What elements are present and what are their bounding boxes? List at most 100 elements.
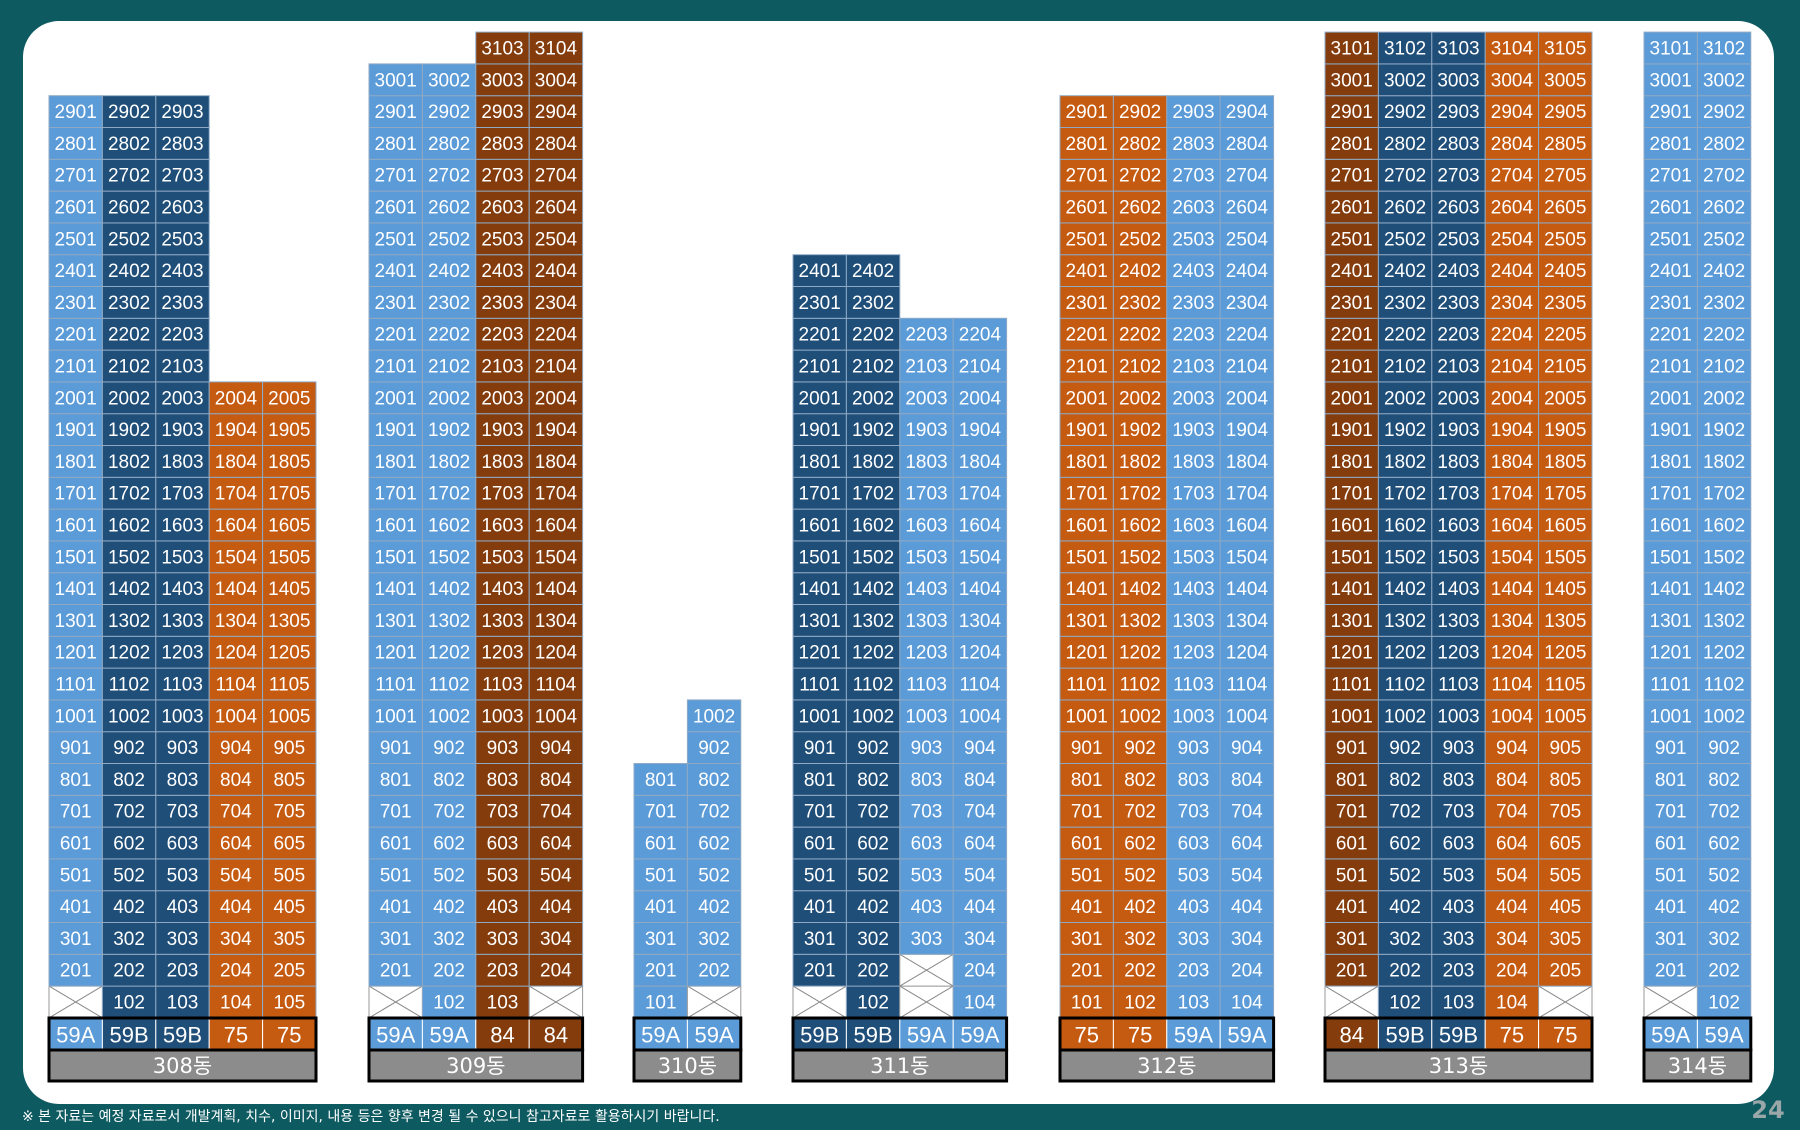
unit-cell: [1112, 540, 1168, 574]
unit-cell: [1112, 635, 1168, 669]
unit-cell: [528, 763, 584, 796]
unit-number: 901: [1655, 738, 1687, 759]
unit-number: 803: [167, 770, 199, 791]
building-plan: 201 301 401 501 601 701 801 901 1001 1101 1201 1301…: [47, 31, 1753, 1083]
unit-number: 304: [1496, 929, 1528, 950]
unit-number: 2303: [1437, 293, 1479, 314]
unit-cell: [1696, 190, 1752, 224]
unit-cell: [1219, 667, 1275, 701]
unit-cell: [1166, 699, 1221, 733]
unit-number: 903: [1443, 738, 1475, 759]
unit-number: 1302: [1119, 611, 1161, 632]
unit-number: 1401: [799, 579, 841, 600]
unit-cell: [155, 476, 210, 510]
unit-cell: [1219, 254, 1275, 287]
unit-cell: [1696, 540, 1752, 574]
unit-cell: [792, 540, 847, 574]
cross: [528, 985, 583, 1019]
unit-number: 2203: [1437, 325, 1479, 346]
unit-cell: [155, 190, 210, 224]
unit-number: 1305: [1544, 611, 1586, 632]
unit-number: 2301: [55, 293, 97, 314]
unit-number: 704: [1496, 802, 1528, 823]
unit-cell: [1166, 317, 1221, 351]
unit-cell: [475, 95, 530, 128]
unit-cell: [1324, 254, 1379, 287]
unit-number: 1703: [481, 484, 523, 505]
unit-number: 402: [433, 897, 465, 918]
unit-number: 503: [487, 865, 519, 886]
unit-number: 1701: [1331, 484, 1373, 505]
unit-number: 802: [1389, 770, 1421, 791]
unit-cell: [1377, 349, 1433, 383]
unit-cell: [48, 445, 103, 478]
unit-number: 102: [1389, 993, 1421, 1014]
unit-number: 1004: [535, 706, 578, 727]
unit-number: 603: [1178, 834, 1210, 855]
unit-cell: [421, 63, 477, 97]
unit-cell: [952, 922, 1008, 955]
unit-cell: [1643, 699, 1698, 733]
unit-cell: [1696, 508, 1752, 542]
unit-number: 1103: [482, 675, 523, 696]
unit-cell: [792, 286, 847, 319]
unit-cell: [1696, 317, 1752, 351]
building-name: 309동: [446, 1054, 505, 1078]
unit-cell: [1377, 890, 1433, 924]
unit-number: 1604: [1226, 516, 1269, 537]
unit-number: 1701: [1650, 484, 1692, 505]
unit-number: 503: [167, 865, 199, 886]
unit-cell: [1431, 540, 1486, 574]
unit-number: 205: [1549, 961, 1581, 982]
unit-number: 2204: [1491, 325, 1534, 346]
unit-cell: [48, 349, 103, 383]
unit-type: 59A: [641, 1023, 680, 1048]
unit-number: 1203: [481, 643, 523, 664]
unit-number: 501: [60, 865, 92, 886]
unit-number: 202: [113, 961, 145, 982]
unit-number: 2602: [428, 198, 470, 219]
unit-number: 2302: [1119, 293, 1161, 314]
unit-number: 2101: [1331, 357, 1373, 378]
unit-number: 1502: [1703, 547, 1745, 568]
unit-number: 1205: [1544, 643, 1586, 664]
unit-cell: [845, 476, 901, 510]
unit-number: 1001: [799, 706, 841, 727]
unit-cell: [1696, 890, 1752, 924]
unit-number: 1601: [1066, 516, 1108, 537]
unit-number: 401: [60, 897, 92, 918]
unit-type: 59B: [163, 1023, 202, 1048]
unit-number: 801: [804, 770, 836, 791]
unit-type: 59B: [1439, 1023, 1478, 1048]
unit-cell: [1166, 604, 1221, 637]
unit-number: 2402: [1703, 261, 1745, 282]
unit-number: 802: [1124, 770, 1156, 791]
unit-cell: [1643, 254, 1698, 287]
unit-number: 2401: [375, 261, 417, 282]
unit-number: 1102: [109, 675, 150, 696]
unit-number: 303: [1443, 929, 1475, 950]
unit-cell: [208, 508, 264, 542]
unit-number: 1803: [161, 452, 203, 473]
unit-cell: [1431, 158, 1486, 192]
unit-cell: [1484, 763, 1540, 796]
unit-number: 602: [1389, 834, 1421, 855]
unit-cell: [475, 858, 530, 892]
unit-number: 402: [698, 897, 730, 918]
unit-number: 804: [540, 770, 572, 791]
unit-cell: [1538, 540, 1593, 574]
unit-number: 1802: [108, 452, 150, 473]
unit-number: 2601: [375, 198, 417, 219]
unit-number: 2701: [1331, 166, 1373, 187]
unit-cell: [952, 413, 1008, 447]
unit-number: 1602: [1703, 516, 1745, 537]
unit-cell: [421, 985, 477, 1019]
unit-number: 104: [964, 993, 996, 1014]
unit-number: 605: [273, 834, 305, 855]
unit-number: 2102: [428, 357, 470, 378]
unit-cell: [421, 763, 477, 796]
unit-cell: [1538, 413, 1593, 447]
cross: [1643, 985, 1698, 1019]
unit-number: 1303: [1172, 611, 1214, 632]
unit-number: 2401: [1650, 261, 1692, 282]
